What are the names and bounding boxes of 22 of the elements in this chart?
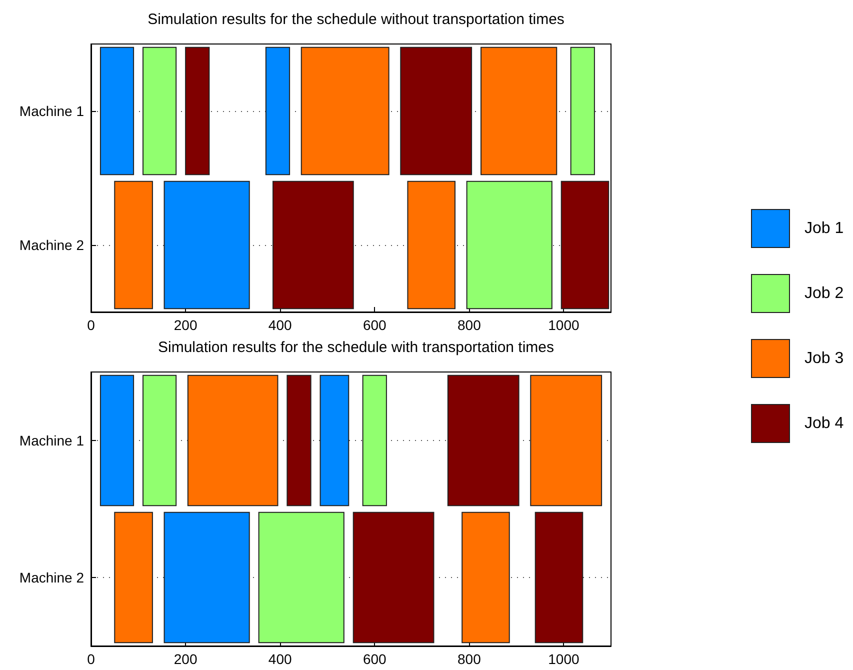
x-tick-label: 200 xyxy=(174,651,198,667)
x-tick-label: 800 xyxy=(458,651,482,667)
x-tick-label: 1000 xyxy=(548,651,580,667)
y-tick-label: Machine 1 xyxy=(19,103,84,119)
y-tick-label: Machine 1 xyxy=(19,432,84,448)
x-tick-label: 600 xyxy=(362,651,387,667)
x-tick-label: 0 xyxy=(87,651,96,667)
x-tick-label: 0 xyxy=(87,317,96,333)
x-tick-label: 600 xyxy=(362,317,387,333)
x-tick-label: 800 xyxy=(458,317,482,333)
legend-label: Job 4 xyxy=(804,415,844,432)
y-tick-label: Machine 2 xyxy=(19,570,84,586)
chart-title: Simulation results for the schedule without transportation times xyxy=(148,11,564,28)
x-tick-label: 400 xyxy=(268,651,292,667)
y-tick-label: Machine 2 xyxy=(19,237,84,253)
x-tick-label: 1000 xyxy=(548,317,580,333)
x-tick-label: 200 xyxy=(174,317,198,333)
chart-title: Simulation results for the schedule with transportation times xyxy=(158,339,554,356)
legend-label: Job 2 xyxy=(804,285,844,302)
legend-label: Job 3 xyxy=(804,350,844,367)
legend-label: Job 1 xyxy=(804,220,844,237)
x-tick-label: 400 xyxy=(268,317,292,333)
